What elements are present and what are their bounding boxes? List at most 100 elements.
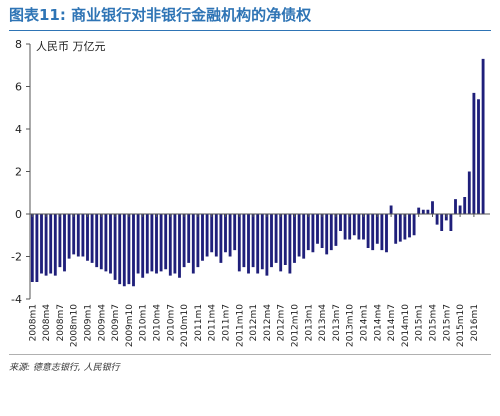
x-tick-label: 2013m7 [332, 304, 342, 341]
bar [233, 214, 237, 251]
bar [196, 214, 200, 268]
bar [145, 214, 149, 274]
bar [122, 214, 126, 287]
bar [440, 214, 444, 231]
bar [431, 201, 434, 214]
x-tick-label: 2008m7 [56, 304, 66, 341]
bar [205, 214, 209, 257]
bar [159, 214, 163, 272]
bar [302, 214, 306, 259]
x-tick-label: 2009m10 [125, 304, 135, 347]
title-rule [9, 30, 491, 31]
bar [214, 214, 218, 257]
bar [95, 214, 99, 268]
bar [72, 214, 76, 255]
y-tick-label: 4 [15, 123, 22, 136]
x-tick-label: 2015m7 [442, 304, 452, 341]
x-tick-label: 2010m10 [180, 304, 190, 347]
figure-title: 图表11: 商业银行对非银行金融机构的净债权 [9, 6, 312, 24]
bar [293, 214, 296, 263]
bar [127, 214, 131, 285]
x-tick-label: 2015m1 [415, 304, 425, 341]
y-tick-label: -2 [11, 251, 22, 264]
bar [403, 214, 407, 240]
x-tick-label: 2010m4 [153, 304, 163, 342]
bars [30, 58, 485, 287]
bar [366, 214, 370, 248]
bar [178, 214, 181, 278]
bar [472, 92, 476, 214]
x-tick-label: 2008m10 [70, 304, 80, 347]
bar [398, 214, 402, 242]
bar [201, 214, 204, 261]
y-tick-label: 2 [15, 166, 22, 179]
x-tick-label: 2014m4 [373, 304, 383, 342]
x-tick-label: 2010m1 [139, 304, 149, 341]
x-tick-label: 2011m4 [208, 304, 218, 342]
bar [118, 214, 122, 285]
bar [339, 214, 342, 231]
bar [454, 199, 457, 215]
x-tick-label: 2012m4 [263, 304, 273, 342]
bar [260, 214, 264, 270]
bar [311, 214, 315, 253]
bar [435, 214, 439, 225]
x-tick-label: 2011m1 [194, 304, 204, 341]
x-tick-label: 2009m4 [97, 304, 107, 342]
bar [256, 214, 260, 274]
bar [104, 214, 108, 272]
bar [67, 214, 71, 259]
bar [279, 214, 283, 272]
bar [90, 214, 94, 263]
bar [421, 209, 425, 214]
bar [173, 214, 177, 274]
bar [63, 214, 66, 272]
y-tick-label: 8 [15, 38, 22, 51]
bar [380, 214, 384, 251]
x-tick-label: 2013m1 [304, 304, 314, 341]
bar [348, 214, 352, 240]
bar [467, 171, 471, 214]
x-tick-label: 2012m10 [291, 304, 301, 347]
x-tick-label: 2015m10 [456, 304, 466, 347]
x-tick-label: 2013m4 [318, 304, 328, 342]
bar [426, 209, 430, 214]
y-axis: -4 -2 0 2 4 6 8 [11, 38, 31, 306]
bar [394, 214, 398, 244]
bar [136, 214, 140, 274]
bar [30, 214, 34, 282]
bar [35, 214, 39, 282]
bar [357, 214, 361, 240]
x-tick-label: 2010m7 [166, 304, 176, 341]
bar [375, 214, 379, 244]
bar [99, 214, 103, 270]
x-tick-label: 2014m1 [360, 304, 370, 341]
x-tick-label: 2014m10 [401, 304, 411, 347]
bar [265, 214, 269, 276]
bar [86, 214, 89, 261]
bar [270, 214, 273, 268]
x-tick-label: 2011m7 [222, 304, 232, 341]
bar [81, 214, 85, 257]
footer-rule [9, 354, 491, 355]
bar [389, 205, 393, 214]
chart: -4 -2 0 2 4 6 8 2008m1 2008m4 2008m7 2008m10 2009m… [11, 38, 490, 347]
bar [168, 214, 172, 276]
bar [283, 214, 287, 265]
bar [187, 214, 191, 263]
y-tick-label: -4 [11, 293, 22, 306]
y-tick-label: 6 [15, 81, 22, 94]
x-tick-label: 2012m7 [277, 304, 287, 341]
bar [247, 214, 250, 274]
bar [477, 99, 480, 214]
bar [210, 214, 214, 253]
bar [219, 214, 223, 263]
bar [329, 214, 333, 251]
x-tick-label: 2008m4 [42, 304, 52, 342]
bar [417, 207, 421, 215]
bar [113, 214, 117, 280]
bar [297, 214, 301, 257]
x-tick-label: 2009m1 [84, 304, 94, 341]
bar [385, 214, 388, 253]
bar [228, 214, 232, 257]
